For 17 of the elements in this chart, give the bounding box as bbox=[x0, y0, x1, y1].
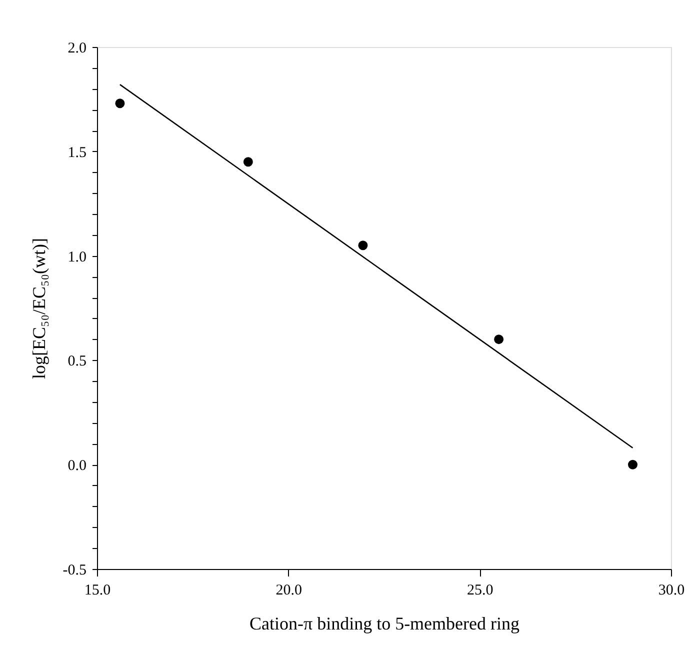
y-tick-label: 0.0 bbox=[68, 458, 86, 474]
y-tick-label: 0.5 bbox=[68, 354, 86, 370]
point bbox=[358, 240, 368, 250]
y-tick-label: -0.5 bbox=[62, 562, 86, 578]
y-tick-label: 1.0 bbox=[68, 249, 86, 266]
x-tick-label: 20.0 bbox=[276, 582, 302, 598]
x-axis-title: Cation-π binding to 5-membered ring bbox=[249, 614, 520, 634]
point bbox=[243, 157, 253, 167]
y-tick-label: 2.0 bbox=[68, 40, 86, 56]
x-tick-label: 25.0 bbox=[467, 582, 494, 598]
point bbox=[494, 334, 504, 344]
x-tick-label: 15.0 bbox=[84, 582, 111, 598]
y-axis-title: log[EC₅₀/EC₅₀(wt)] bbox=[28, 238, 49, 380]
y-tick-label: 1.5 bbox=[68, 144, 86, 161]
point bbox=[628, 460, 638, 470]
x-tick-label: 30.0 bbox=[658, 582, 685, 598]
point bbox=[115, 98, 125, 108]
